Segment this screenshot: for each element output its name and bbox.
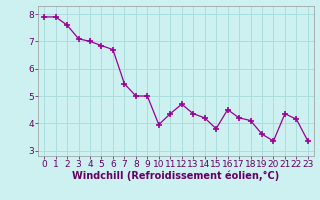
X-axis label: Windchill (Refroidissement éolien,°C): Windchill (Refroidissement éolien,°C) bbox=[72, 171, 280, 181]
